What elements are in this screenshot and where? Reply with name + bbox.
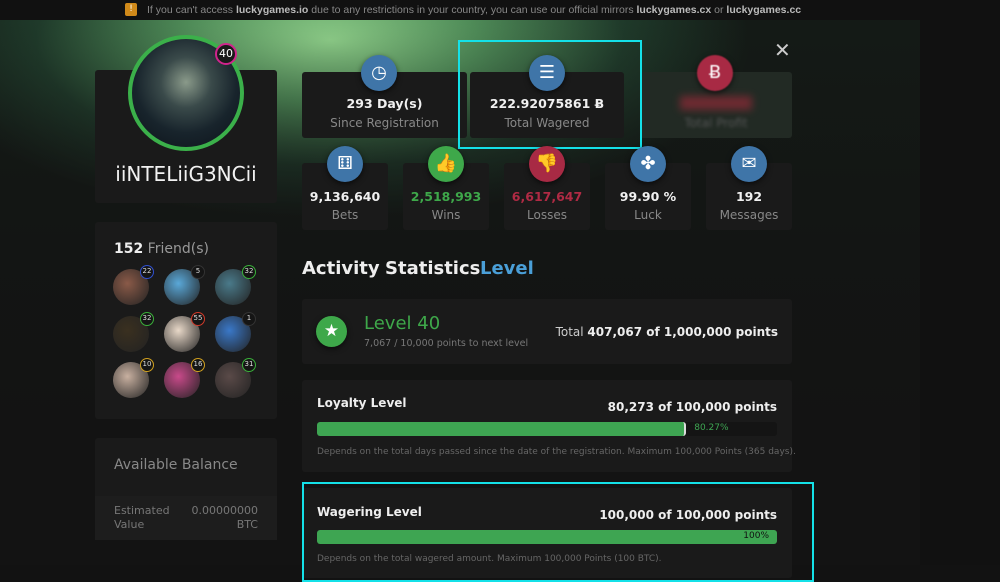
friend-level-badge: 22: [140, 265, 154, 279]
loyalty-points: 80,273 of 100,000 points: [607, 400, 777, 414]
mirror-link-cx[interactable]: luckygames.cx: [636, 4, 712, 16]
avatar[interactable]: [128, 35, 244, 151]
close-icon[interactable]: ✕: [774, 38, 791, 62]
friend-level-badge: 32: [140, 312, 154, 326]
highlight-wagering-level: [302, 482, 814, 582]
friend-level-badge: 31: [242, 358, 256, 372]
friend-level-badge: 32: [242, 265, 256, 279]
level-progress-text: 7,067 / 10,000 points to next level: [364, 338, 529, 349]
money-bag-icon: Ƀ: [697, 55, 733, 91]
clover-icon: ✤: [630, 146, 666, 182]
highlight-total-wagered: [458, 40, 642, 149]
tab-level[interactable]: Level: [480, 258, 534, 279]
tab-statistics[interactable]: Statistics: [385, 258, 481, 279]
balance-currency: BTC: [236, 518, 258, 531]
coins-icon: ☰: [529, 55, 565, 91]
backdrop: [920, 20, 1000, 565]
thumbs-down-icon: 👎: [529, 146, 565, 182]
level-total: Total 407,067 of 1,000,000 points: [555, 325, 778, 339]
dice-icon: ⚅: [327, 146, 363, 182]
tab-activity[interactable]: Activity: [302, 258, 380, 279]
site-link[interactable]: luckygames.io: [235, 4, 309, 16]
stat-total-wagered: 222.92075861 Ƀ Total Wagered: [470, 72, 624, 138]
warning-icon: !: [125, 3, 137, 16]
wagering-level-card: Wagering Level 100,000 of 100,000 points…: [302, 488, 792, 578]
banner-text: If you can't access luckygames.io due to…: [147, 4, 802, 16]
loyalty-title: Loyalty Level: [317, 396, 407, 410]
level-card: ★ Level 40 7,067 / 10,000 points to next…: [302, 299, 792, 364]
wagering-progress-fill: [317, 530, 777, 544]
balance-amount: 0.00000000: [191, 504, 258, 517]
thumbs-up-icon: 👍: [428, 146, 464, 182]
wagering-progress-bar: 100%: [317, 530, 777, 544]
loyalty-percent: 80.27%: [694, 423, 729, 433]
username: iiNTELiiG3NCii: [115, 162, 257, 186]
friend-level-badge: 55: [191, 312, 205, 326]
wagering-title: Wagering Level: [317, 505, 422, 519]
mirror-link-cc[interactable]: luckygames.cc: [726, 4, 802, 16]
loyalty-description: Depends on the total days passed since t…: [317, 447, 796, 457]
loyalty-progress-bar: 80.27%: [317, 422, 777, 436]
friend-level-badge: 16: [191, 358, 205, 372]
star-icon: ★: [316, 316, 347, 347]
friend-level-badge: 10: [140, 358, 154, 372]
balance-panel: Available Balance Estimated Value 0.0000…: [95, 438, 277, 540]
wagering-points: 100,000 of 100,000 points: [599, 508, 777, 522]
clock-icon: ◷: [361, 55, 397, 91]
loyalty-level-card: Loyalty Level 80,273 of 100,000 points 8…: [302, 380, 796, 472]
balance-title: Available Balance: [114, 457, 238, 473]
friends-count: 152 Friend(s): [114, 241, 209, 257]
balance-label: Estimated: [114, 504, 170, 517]
loyalty-progress-fill: [317, 422, 687, 436]
friend-level-badge: 1: [242, 312, 256, 326]
wagering-description: Depends on the total wagered amount. Max…: [317, 554, 662, 564]
level-title: Level 40: [364, 313, 441, 334]
mirror-banner: ! If you can't access luckygames.io due …: [0, 0, 1000, 20]
level-badge: 40: [215, 43, 237, 65]
balance-label-2: Value: [114, 518, 145, 531]
wagering-percent: 100%: [743, 531, 769, 541]
chat-icon: ✉: [731, 146, 767, 182]
friend-level-badge: 5: [191, 265, 205, 279]
